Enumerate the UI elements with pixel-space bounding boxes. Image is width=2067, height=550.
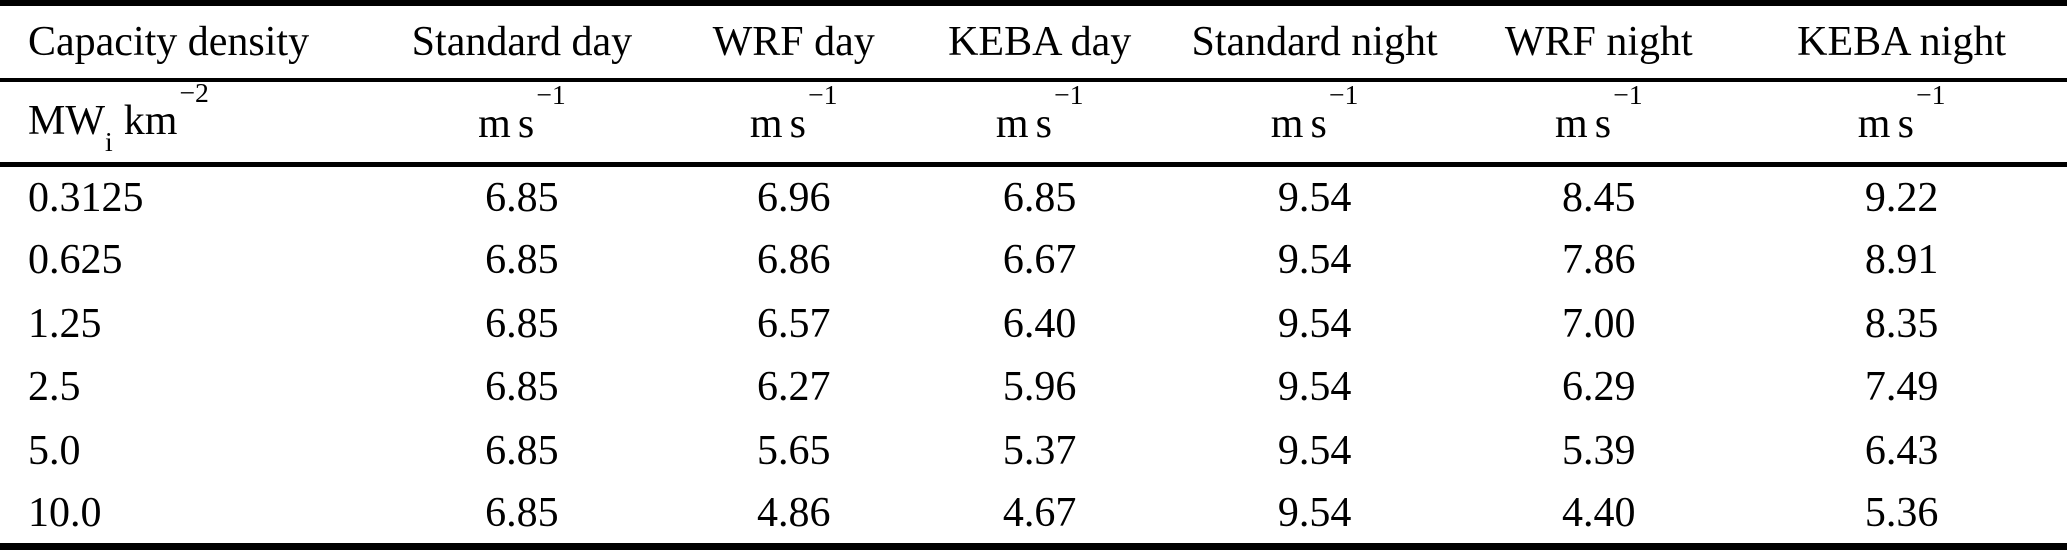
- table-cell: 6.85: [485, 236, 559, 283]
- table-cell: 9.54: [1277, 489, 1352, 536]
- row-label-cell: 10.0: [28, 489, 102, 536]
- unit-wrf-night: m s−1: [1461, 80, 1737, 167]
- table-cell: 6.96: [756, 174, 831, 221]
- unit-wrf-day: m s−1: [675, 80, 912, 167]
- table-cell: 7.00: [1562, 300, 1636, 347]
- unit-exponent: −2: [179, 80, 209, 108]
- table-cell: 4.40: [1562, 489, 1636, 536]
- header-capacity-density: Capacity density: [0, 3, 368, 82]
- table-cell: 8.91: [1864, 236, 1939, 283]
- unit-base: m s: [1857, 100, 1914, 147]
- row-label-cell: 0.625: [28, 236, 123, 283]
- unit-base: m s: [1270, 100, 1327, 147]
- table-cell: 6.27: [756, 364, 831, 411]
- row-label-cell: 2.5: [28, 364, 81, 411]
- table-cell: 6.40: [1002, 300, 1077, 347]
- table-row: 10.0 6.85 4.86 4.67 9.54 4.40 5.36: [0, 483, 2067, 547]
- table-header-row: Capacity density Standard day WRF day KE…: [0, 3, 2067, 82]
- table-row: 2.5 6.85 6.27 5.96 9.54 6.29 7.49: [0, 355, 2067, 419]
- unit-standard-day: m s−1: [367, 80, 676, 167]
- row-label-cell: 1.25: [28, 300, 102, 347]
- row-label-cell: 0.3125: [28, 174, 144, 221]
- table-cell: 7.49: [1864, 364, 1939, 411]
- table-row: 5.0 6.85 5.65 5.37 9.54 5.39 6.43: [0, 419, 2067, 483]
- table-cell: 5.96: [1002, 364, 1077, 411]
- header-wrf-day: WRF day: [675, 3, 912, 82]
- table-cell: 6.43: [1864, 427, 1939, 474]
- table-cell: 4.67: [1002, 489, 1077, 536]
- table-cell: 6.85: [485, 364, 559, 411]
- unit-exponent: −1: [1053, 80, 1084, 111]
- unit-subscript: i: [105, 125, 113, 157]
- table-cell: 7.86: [1562, 236, 1636, 283]
- table-cell: 6.67: [1002, 236, 1077, 283]
- table-cell: 9.54: [1277, 236, 1352, 283]
- table-cell: 4.86: [756, 489, 831, 536]
- table-cell: 8.45: [1562, 174, 1636, 221]
- unit-base: m s: [1554, 100, 1612, 147]
- unit-base: m s: [995, 100, 1052, 147]
- unit-base: km: [123, 97, 178, 144]
- unit-exponent: −1: [1915, 80, 1946, 111]
- table-cell: 9.54: [1277, 427, 1352, 474]
- unit-base: m s: [478, 100, 535, 147]
- unit-capacity-density: MWi km−2: [0, 80, 368, 167]
- table-cell: 6.85: [485, 489, 559, 536]
- row-label-cell: 5.0: [28, 427, 81, 474]
- table-cell: 9.54: [1277, 300, 1352, 347]
- table-cell: 5.37: [1002, 427, 1077, 474]
- table-cell: 8.35: [1864, 300, 1939, 347]
- table-cell: 6.85: [485, 427, 559, 474]
- header-standard-night: Standard night: [1167, 3, 1462, 82]
- unit-standard-night: m s−1: [1167, 80, 1462, 167]
- table-row: 0.3125 6.85 6.96 6.85 9.54 8.45 9.22: [0, 165, 2067, 229]
- header-keba-day: KEBA day: [911, 3, 1168, 82]
- unit-exponent: −1: [1613, 80, 1643, 111]
- table-row: 0.625 6.85 6.86 6.67 9.54 7.86 8.91: [0, 228, 2067, 292]
- table-cell: 9.54: [1277, 174, 1352, 221]
- table-cell: 9.54: [1277, 364, 1352, 411]
- table-cell: 9.22: [1864, 174, 1939, 221]
- header-standard-day: Standard day: [367, 3, 676, 82]
- unit-keba-night: m s−1: [1736, 80, 2067, 167]
- header-keba-night: KEBA night: [1736, 3, 2067, 82]
- unit-base: m s: [749, 100, 807, 147]
- table-units-row: MWi km−2 m s−1 m s−1 m s−1 m s−1 m s−1 m …: [0, 80, 2067, 167]
- table-cell: 5.36: [1864, 489, 1939, 536]
- header-wrf-night: WRF night: [1461, 3, 1737, 82]
- table-cell: 6.86: [756, 236, 831, 283]
- unit-exponent: −1: [808, 80, 838, 111]
- unit-keba-day: m s−1: [911, 80, 1168, 167]
- table-cell: 6.29: [1562, 364, 1636, 411]
- unit-exponent: −1: [536, 80, 566, 111]
- unit-exponent: −1: [1328, 80, 1359, 111]
- table-row: 1.25 6.85 6.57 6.40 9.54 7.00 8.35: [0, 292, 2067, 356]
- table-cell: 6.85: [485, 174, 559, 221]
- table-cell: 6.85: [1002, 174, 1077, 221]
- table-cell: 6.57: [756, 300, 831, 347]
- table-cell: 6.85: [485, 300, 559, 347]
- table-cell: 5.39: [1562, 427, 1636, 474]
- unit-base: MW: [28, 97, 105, 144]
- table-cell: 5.65: [756, 427, 831, 474]
